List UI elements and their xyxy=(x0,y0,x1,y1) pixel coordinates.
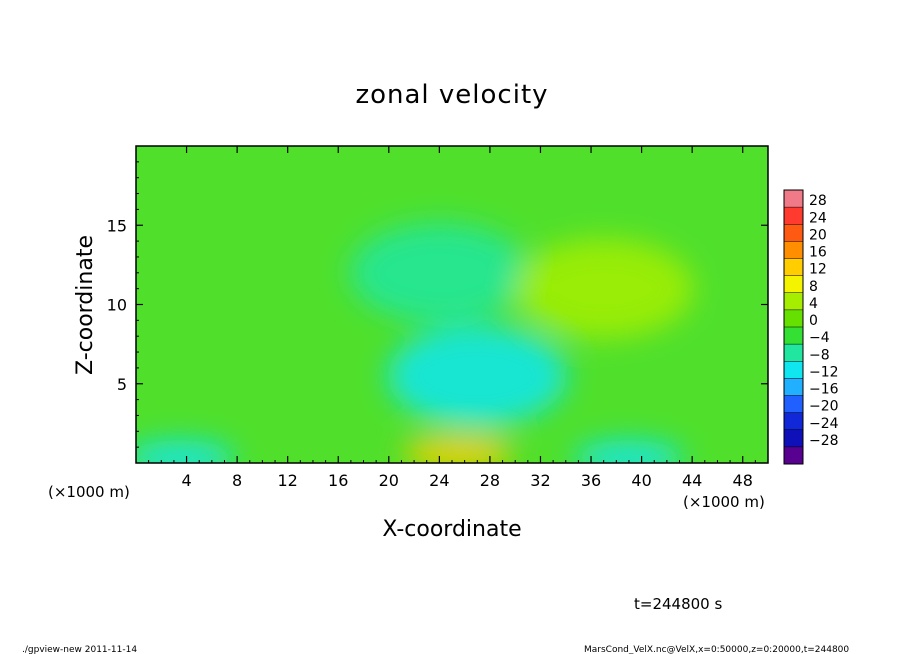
x-tick-label: 24 xyxy=(429,471,449,490)
y-tick-label: 10 xyxy=(107,296,127,315)
colorbar-label: 12 xyxy=(809,262,827,278)
x-tick-label: 28 xyxy=(480,471,500,490)
colorbar-band xyxy=(784,446,803,465)
colorbar-band xyxy=(784,378,803,396)
x-tick-label: 44 xyxy=(682,471,702,490)
colorbar-band xyxy=(784,309,803,328)
colorbar-label: −20 xyxy=(809,399,839,415)
velocity-feature xyxy=(573,440,684,463)
colorbar-label: −28 xyxy=(809,433,839,449)
colorbar-label: −4 xyxy=(809,330,830,346)
heatmap-field xyxy=(136,222,694,463)
colorbar-label: 24 xyxy=(809,210,827,226)
velocity-feature xyxy=(403,435,514,463)
colorbar-band xyxy=(784,258,803,277)
velocity-feature xyxy=(513,238,694,339)
x-tick-label: 8 xyxy=(232,471,242,490)
colorbar-band xyxy=(784,207,803,225)
colorbar-label: 8 xyxy=(809,279,818,295)
x-tick-label: 16 xyxy=(328,471,348,490)
x-axis: 4 8 12 16 20 24 28 32 36 40 44 48 xyxy=(148,146,756,490)
colorbar-label: −16 xyxy=(809,382,839,398)
colorbar-label: 28 xyxy=(809,193,827,209)
x-tick-label: 4 xyxy=(181,471,191,490)
x-unit-label-left: (×1000 m) xyxy=(48,483,130,501)
x-tick-label: 36 xyxy=(581,471,601,490)
y-axis-label: Z-coordinate xyxy=(73,235,98,375)
y-axis: 5 10 15 xyxy=(107,161,768,448)
y-tick-label: 5 xyxy=(117,375,127,394)
chart-title: zonal velocity xyxy=(355,80,548,110)
x-tick-label: 48 xyxy=(733,471,753,490)
colorbar-band xyxy=(784,429,803,448)
colorbar-label: 16 xyxy=(809,245,827,261)
time-annotation: t=244800 s xyxy=(634,595,722,613)
colorbar-band xyxy=(784,344,803,362)
x-axis-label: X-coordinate xyxy=(382,517,521,542)
velocity-feature xyxy=(349,222,530,323)
colorbar-band xyxy=(784,395,803,414)
colorbar-label: −24 xyxy=(809,416,839,432)
colorbar-label: 20 xyxy=(809,227,827,243)
colorbar-band xyxy=(784,275,803,294)
velocity-feature xyxy=(387,325,568,426)
footer-right: MarsCond_VelX.nc@VelX,x=0:50000,z=0:2000… xyxy=(584,645,849,654)
colorbar-label: 0 xyxy=(809,313,818,329)
velocity-feature xyxy=(136,440,236,463)
colorbar-band xyxy=(784,241,803,259)
x-unit-label-right: (×1000 m) xyxy=(683,493,765,511)
colorbar-label: −12 xyxy=(809,364,839,380)
x-tick-label: 12 xyxy=(278,471,298,490)
colorbar-band xyxy=(784,361,803,379)
x-tick-label: 32 xyxy=(530,471,550,490)
y-tick-label: 15 xyxy=(107,216,127,235)
colorbar-band xyxy=(784,224,803,242)
colorbar-label: −8 xyxy=(809,347,830,363)
colorbar-band xyxy=(784,327,803,345)
colorbar-band xyxy=(784,190,803,208)
plot-area xyxy=(136,146,768,463)
colorbar-band xyxy=(784,292,803,311)
colorbar-band xyxy=(784,412,803,431)
x-tick-label: 40 xyxy=(631,471,651,490)
colorbar-label: 4 xyxy=(809,296,818,312)
footer-left: ./gpview-new 2011-11-14 xyxy=(22,645,137,654)
x-tick-label: 20 xyxy=(379,471,399,490)
